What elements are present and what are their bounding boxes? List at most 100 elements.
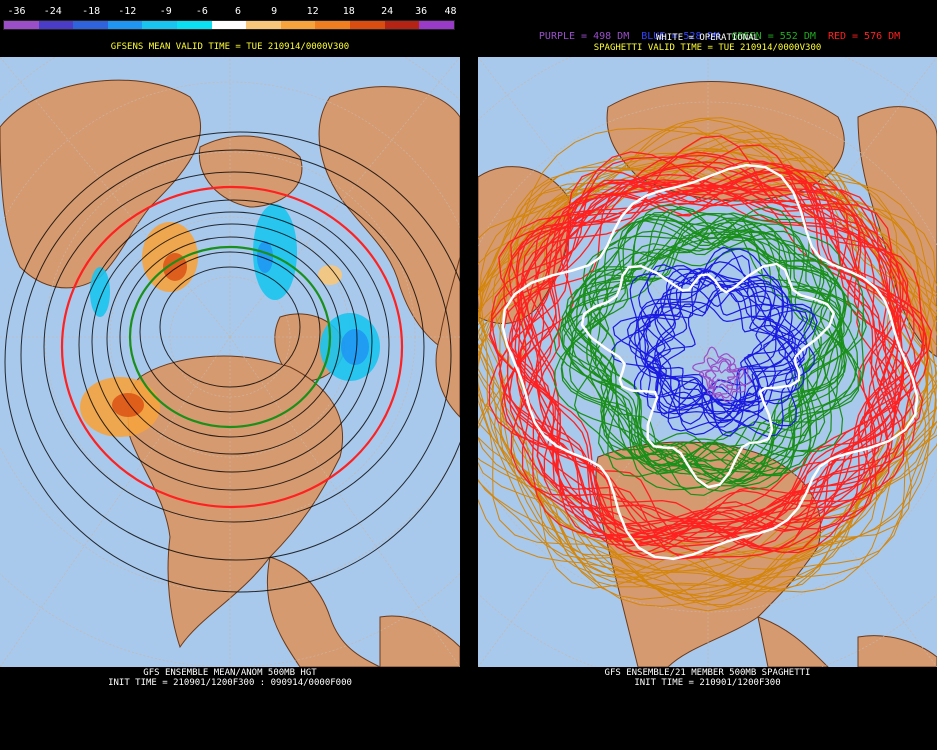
scale-swatch bbox=[142, 21, 178, 29]
scale-swatch bbox=[177, 21, 212, 29]
blue-528-contour bbox=[637, 261, 815, 436]
red-576-contour bbox=[510, 144, 925, 550]
green-552-contour bbox=[594, 231, 865, 491]
green-552-contour bbox=[568, 221, 860, 496]
scale-label: 18 bbox=[342, 6, 355, 17]
orange-contour bbox=[478, 130, 911, 561]
orange-contour bbox=[478, 152, 937, 591]
right-title: SPAGHETTI VALID TIME = TUE 210914/0000V3… bbox=[593, 43, 822, 53]
spaghetti-contours bbox=[478, 117, 937, 612]
scale-label: -12 bbox=[118, 6, 137, 17]
scale-label: -6 bbox=[195, 6, 208, 17]
green-552-contour bbox=[128, 245, 332, 429]
north-america-landmass bbox=[127, 355, 344, 649]
scale-swatch bbox=[315, 21, 351, 29]
scale-swatch bbox=[350, 21, 385, 29]
red-576-contour bbox=[503, 177, 924, 554]
scale-swatch bbox=[211, 21, 247, 29]
green-552-contour bbox=[570, 230, 848, 481]
scale-label: 36 bbox=[415, 6, 428, 17]
orange-contour bbox=[478, 170, 930, 600]
legend-blue: BLUE = 528 DM bbox=[641, 31, 720, 42]
green-552-contour bbox=[560, 213, 846, 485]
scale-swatch bbox=[4, 21, 39, 29]
green-552-contour bbox=[561, 208, 845, 475]
left-footer-line2: INIT TIME = 210901/1200F300 : 090914/000… bbox=[108, 678, 352, 688]
red-576-contour bbox=[520, 170, 896, 527]
left-footer-line1: GFS ENSEMBLE MEAN/ANOM 500MB HGT bbox=[143, 668, 317, 678]
scale-swatch bbox=[38, 21, 74, 29]
scale-bar bbox=[3, 20, 455, 30]
green-552-contour bbox=[588, 248, 846, 483]
green-552-contour bbox=[586, 227, 843, 472]
blue-528-contour bbox=[639, 280, 787, 422]
red-576-contour bbox=[518, 170, 901, 548]
legend-white: WHITE = OPERATIONAL bbox=[656, 33, 759, 43]
red-576-contour bbox=[514, 162, 901, 536]
operational-552-contour bbox=[580, 262, 836, 489]
south-america-landmass bbox=[379, 615, 460, 667]
spaghetti-panel: PURPLE = 498 DM BLUE = 528 DM GREEN = 55… bbox=[478, 0, 937, 750]
anomaly-color-scale: -36 -24 -18 -12 -9 -6 6 9 12 18 24 36 48 bbox=[3, 6, 457, 30]
orange-contour bbox=[478, 117, 930, 572]
south-america-landmass bbox=[857, 635, 937, 667]
red-576-contour bbox=[60, 185, 404, 509]
europe-landmass bbox=[318, 86, 460, 358]
blue-528-contour bbox=[633, 301, 778, 413]
purple-498-contour bbox=[704, 365, 741, 399]
anomaly-shading bbox=[80, 204, 380, 437]
scale-swatch bbox=[419, 21, 454, 29]
blue-528-contour bbox=[612, 254, 794, 415]
green-552-contour bbox=[553, 217, 859, 490]
scale-label: 24 bbox=[381, 6, 394, 17]
scale-label: 48 bbox=[444, 6, 457, 17]
blue-528-contour bbox=[644, 276, 805, 428]
scale-label: -9 bbox=[159, 6, 172, 17]
operational-576-contour bbox=[501, 163, 919, 561]
blue-528-contour bbox=[629, 273, 785, 415]
right-footer-line1: GFS ENSEMBLE/21 MEMBER 500MB SPAGHETTI bbox=[604, 668, 811, 678]
purple-498-contour bbox=[692, 346, 736, 390]
left-title: GFSENS MEAN VALID TIME = TUE 210914/0000… bbox=[110, 42, 350, 52]
asia-landmass bbox=[0, 79, 202, 289]
orange-contour bbox=[478, 127, 937, 579]
scale-labels: -36 -24 -18 -12 -9 -6 6 9 12 18 24 36 48 bbox=[3, 6, 457, 18]
spaghetti-legend: PURPLE = 498 DM BLUE = 528 DM GREEN = 55… bbox=[478, 20, 937, 53]
green-552-contour bbox=[582, 212, 862, 462]
scale-swatch bbox=[246, 21, 281, 29]
scale-label: 6 bbox=[235, 6, 242, 17]
scale-label: -24 bbox=[43, 6, 62, 17]
legend-purple: PURPLE = 498 DM bbox=[538, 31, 630, 42]
scale-label: 12 bbox=[306, 6, 319, 17]
scale-swatch bbox=[73, 21, 108, 29]
red-576-contour bbox=[535, 193, 883, 524]
ensemble-mean-panel: -36 -24 -18 -12 -9 -6 6 9 12 18 24 36 48… bbox=[0, 0, 460, 750]
legend-green: GREEN = 552 DM bbox=[731, 31, 816, 42]
scale-swatch bbox=[107, 21, 143, 29]
ensemble-mean-map bbox=[0, 57, 460, 667]
height-contours bbox=[4, 131, 460, 593]
green-552-contour bbox=[582, 214, 842, 459]
red-576-contour bbox=[503, 179, 915, 558]
scale-swatch bbox=[280, 21, 316, 29]
red-576-contour bbox=[511, 165, 910, 535]
scale-label: -18 bbox=[82, 6, 101, 17]
scale-swatch bbox=[384, 21, 420, 29]
scale-label: 9 bbox=[271, 6, 278, 17]
blue-528-contour bbox=[628, 272, 805, 427]
orange-contour bbox=[478, 156, 937, 576]
blue-528-contour bbox=[637, 285, 773, 420]
central-america-landmass bbox=[757, 616, 829, 667]
blue-528-contour bbox=[643, 270, 814, 432]
right-footer-line2: INIT TIME = 210901/1200F300 bbox=[634, 678, 781, 688]
scale-label: -36 bbox=[7, 6, 26, 17]
red-576-contour bbox=[498, 165, 928, 547]
red-576-contour bbox=[534, 179, 904, 538]
red-576-contour bbox=[498, 135, 905, 559]
spaghetti-map bbox=[478, 57, 937, 667]
legend-red: RED = 576 DM bbox=[827, 31, 901, 42]
green-552-contour bbox=[568, 213, 847, 484]
purple-498-contour bbox=[710, 357, 752, 399]
orange-contour bbox=[499, 143, 937, 593]
red-576-contour bbox=[507, 179, 897, 541]
